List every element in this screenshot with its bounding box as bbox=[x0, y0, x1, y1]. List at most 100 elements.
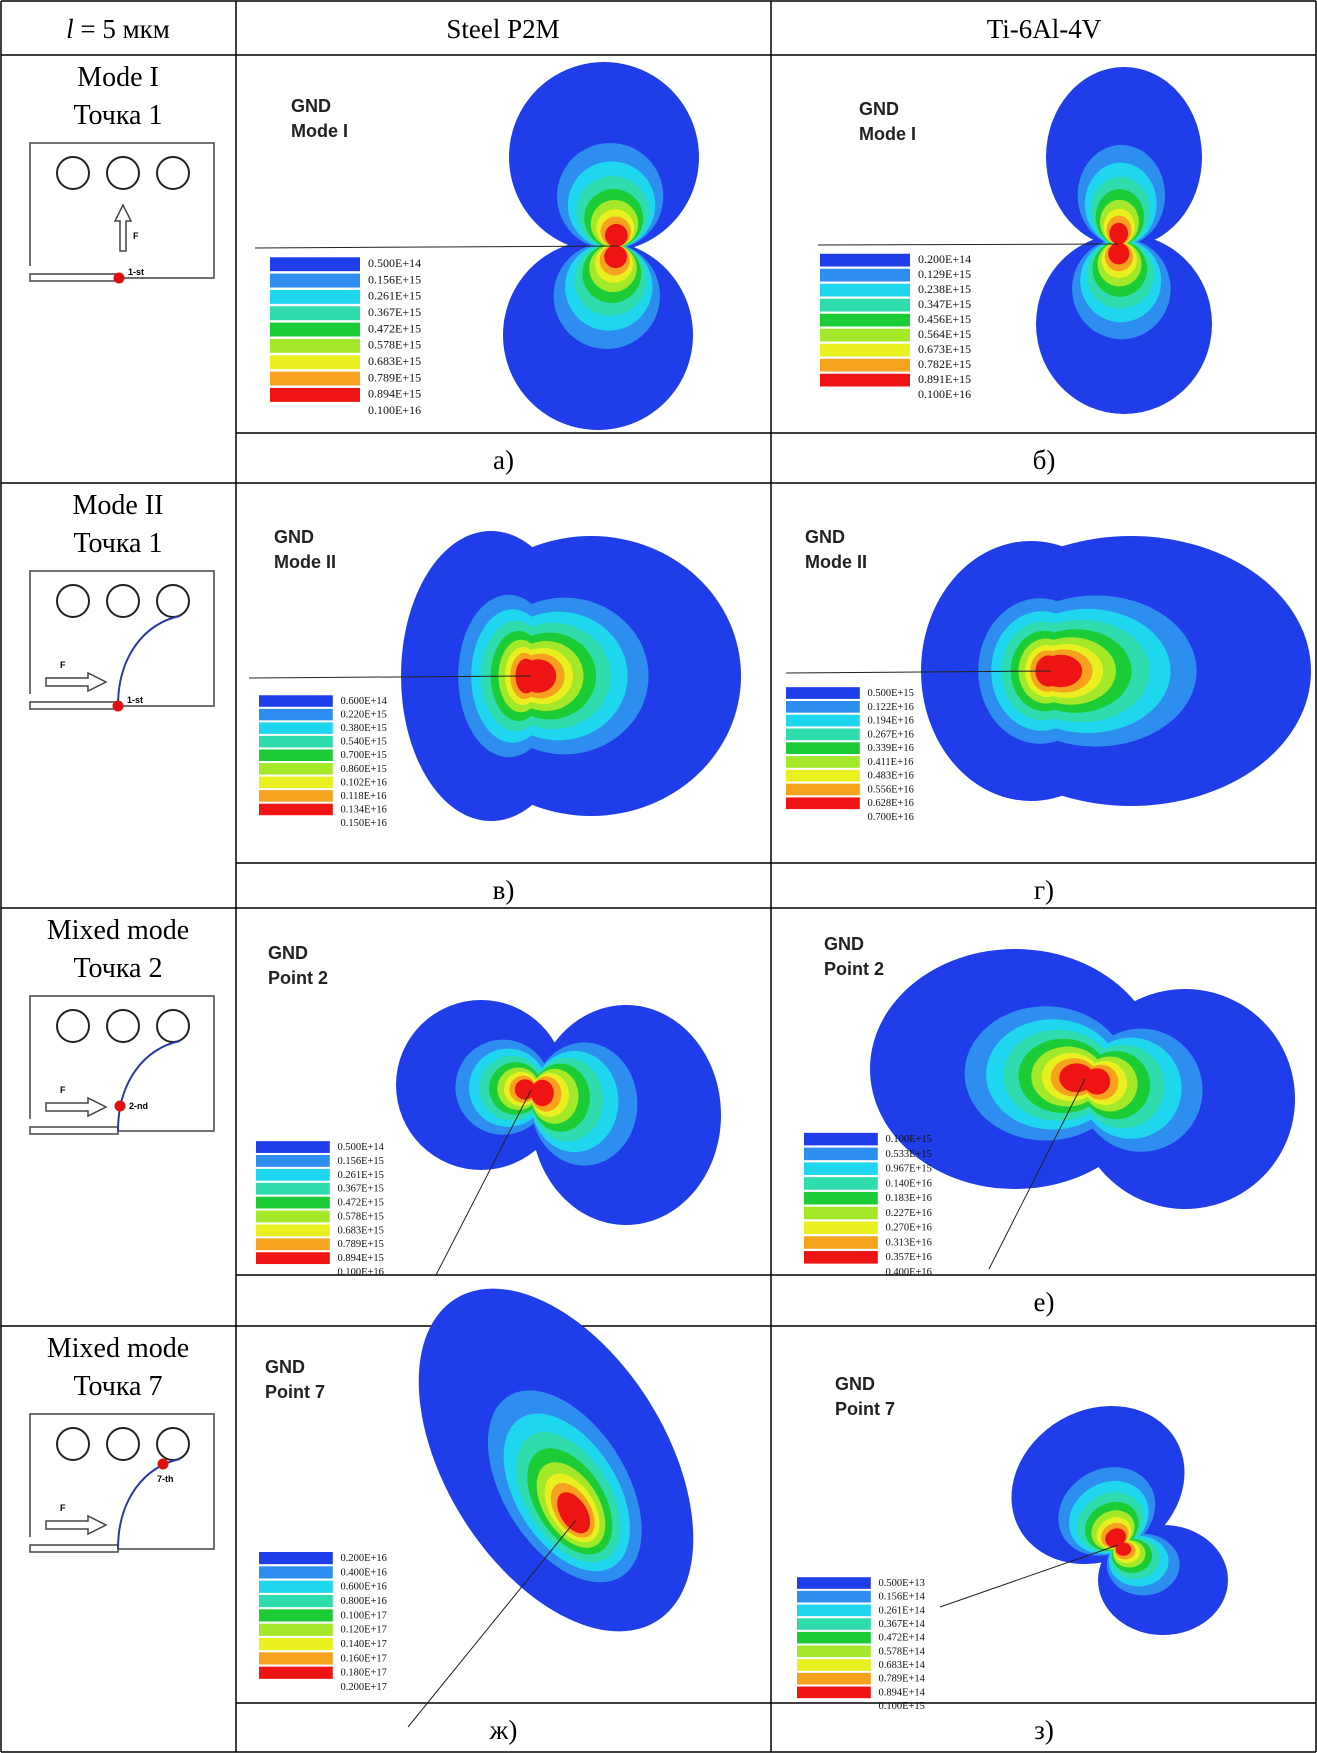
plot-title: GND bbox=[805, 527, 845, 547]
legend-value: 0.789E+14 bbox=[878, 1674, 925, 1685]
contour-band bbox=[1084, 1068, 1110, 1094]
force-label: F bbox=[60, 1085, 66, 1095]
crack-path bbox=[118, 1459, 180, 1549]
legend-swatch bbox=[820, 299, 910, 312]
legend-value: 0.700E+15 bbox=[340, 750, 386, 761]
contour-band bbox=[605, 224, 628, 247]
force-label: F bbox=[60, 660, 66, 670]
legend-value: 0.183E+16 bbox=[885, 1193, 931, 1204]
legend-swatch bbox=[804, 1251, 878, 1264]
plot-title: GND bbox=[835, 1374, 875, 1394]
point-label: 7-th bbox=[157, 1474, 174, 1484]
crack-tip-point bbox=[113, 701, 124, 712]
legend-swatch bbox=[270, 257, 360, 271]
plot-subtitle: Mode II bbox=[274, 552, 336, 572]
hole bbox=[57, 1010, 89, 1042]
legend-value: 0.673E+15 bbox=[918, 342, 971, 356]
force-label: F bbox=[133, 231, 139, 241]
legend-value: 0.500E+14 bbox=[368, 256, 421, 270]
crack-path bbox=[118, 1041, 180, 1131]
legend-swatch bbox=[270, 372, 360, 386]
legend-value: 0.400E+16 bbox=[885, 1267, 931, 1278]
legend-swatch bbox=[256, 1197, 330, 1209]
page: l = 5 мкм Steel P2M Ti-6Al-4V Mode IТочк… bbox=[0, 0, 1317, 1753]
legend-value: 0.500E+13 bbox=[878, 1578, 924, 1589]
hole bbox=[157, 1428, 189, 1460]
legend-swatch bbox=[259, 1609, 333, 1621]
figure-caption: з) bbox=[1034, 1715, 1054, 1745]
figure-caption: г) bbox=[1034, 875, 1054, 905]
legend-swatch bbox=[797, 1577, 871, 1589]
legend-value: 0.313E+16 bbox=[885, 1237, 931, 1248]
legend-value: 0.140E+16 bbox=[885, 1178, 931, 1189]
legend-value: 0.600E+16 bbox=[340, 1582, 386, 1593]
legend-swatch bbox=[786, 687, 860, 699]
plot-title: GND bbox=[859, 99, 899, 119]
legend-value: 0.102E+16 bbox=[340, 777, 386, 788]
legend-swatch bbox=[259, 695, 333, 707]
force-arrow bbox=[46, 673, 106, 691]
legend-value: 0.261E+15 bbox=[368, 289, 421, 303]
plot-subtitle: Point 7 bbox=[835, 1399, 895, 1419]
legend-swatch bbox=[786, 756, 860, 768]
legend-swatch bbox=[797, 1673, 871, 1685]
legend-swatch bbox=[820, 344, 910, 357]
legend-swatch bbox=[270, 339, 360, 353]
legend-value: 0.578E+14 bbox=[878, 1646, 925, 1657]
legend-swatch bbox=[259, 1581, 333, 1593]
plot-subtitle: Mode I bbox=[859, 124, 916, 144]
plot-subtitle: Point 2 bbox=[268, 968, 328, 988]
legend-value: 0.400E+16 bbox=[340, 1567, 386, 1578]
header-cell: Ti-6Al-4V bbox=[987, 14, 1102, 44]
legend-swatch bbox=[786, 770, 860, 782]
row-mode: Mode II bbox=[73, 490, 164, 521]
legend-value: 0.100E+16 bbox=[368, 403, 421, 417]
legend-swatch bbox=[797, 1646, 871, 1658]
legend-value: 0.100E+16 bbox=[337, 1267, 383, 1278]
legend-swatch bbox=[259, 1667, 333, 1679]
legend-value: 0.683E+15 bbox=[337, 1225, 383, 1236]
legend-value: 0.472E+15 bbox=[368, 321, 421, 335]
legend-value: 0.200E+17 bbox=[340, 1682, 386, 1693]
legend-value: 0.100E+15 bbox=[878, 1701, 924, 1712]
legend-swatch bbox=[270, 323, 360, 337]
crack-line bbox=[940, 1545, 1118, 1607]
legend-value: 0.347E+15 bbox=[918, 297, 971, 311]
legend-value: 0.367E+14 bbox=[878, 1619, 925, 1630]
legend-value: 0.894E+15 bbox=[337, 1253, 383, 1264]
legend-value: 0.100E+16 bbox=[918, 387, 971, 401]
legend-swatch bbox=[270, 290, 360, 304]
legend-value: 0.967E+15 bbox=[885, 1164, 931, 1175]
legend-value: 0.700E+16 bbox=[867, 812, 913, 823]
legend-swatch bbox=[786, 797, 860, 809]
force-arrow bbox=[46, 1098, 106, 1116]
point-label: 1-st bbox=[128, 267, 144, 277]
legend-value: 0.860E+15 bbox=[340, 764, 386, 775]
legend-swatch bbox=[256, 1252, 330, 1264]
legend-swatch bbox=[786, 701, 860, 713]
legend-swatch bbox=[804, 1148, 878, 1161]
hole bbox=[157, 1010, 189, 1042]
legend-value: 0.800E+16 bbox=[340, 1596, 386, 1607]
legend-swatch bbox=[256, 1169, 330, 1181]
point-label: 1-st bbox=[127, 695, 143, 705]
legend-swatch bbox=[786, 742, 860, 754]
legend-swatch bbox=[256, 1155, 330, 1167]
legend-swatch bbox=[786, 729, 860, 741]
crack-slot bbox=[30, 1127, 118, 1134]
row-point: Точка 1 bbox=[74, 100, 163, 131]
hole bbox=[107, 1010, 139, 1042]
legend-value: 0.118E+16 bbox=[340, 791, 386, 802]
legend-value: 0.483E+16 bbox=[867, 771, 913, 782]
legend-value: 0.194E+16 bbox=[867, 716, 913, 727]
legend-value: 0.540E+15 bbox=[340, 737, 386, 748]
legend-swatch bbox=[256, 1141, 330, 1153]
legend-value: 0.789E+15 bbox=[337, 1239, 383, 1250]
header-cell: Steel P2M bbox=[446, 14, 559, 44]
legend-value: 0.261E+15 bbox=[337, 1170, 383, 1181]
legend-value: 0.357E+16 bbox=[885, 1252, 931, 1263]
legend-swatch bbox=[259, 1624, 333, 1636]
force-arrow bbox=[115, 205, 131, 251]
legend-swatch bbox=[259, 763, 333, 775]
legend-swatch bbox=[259, 777, 333, 789]
